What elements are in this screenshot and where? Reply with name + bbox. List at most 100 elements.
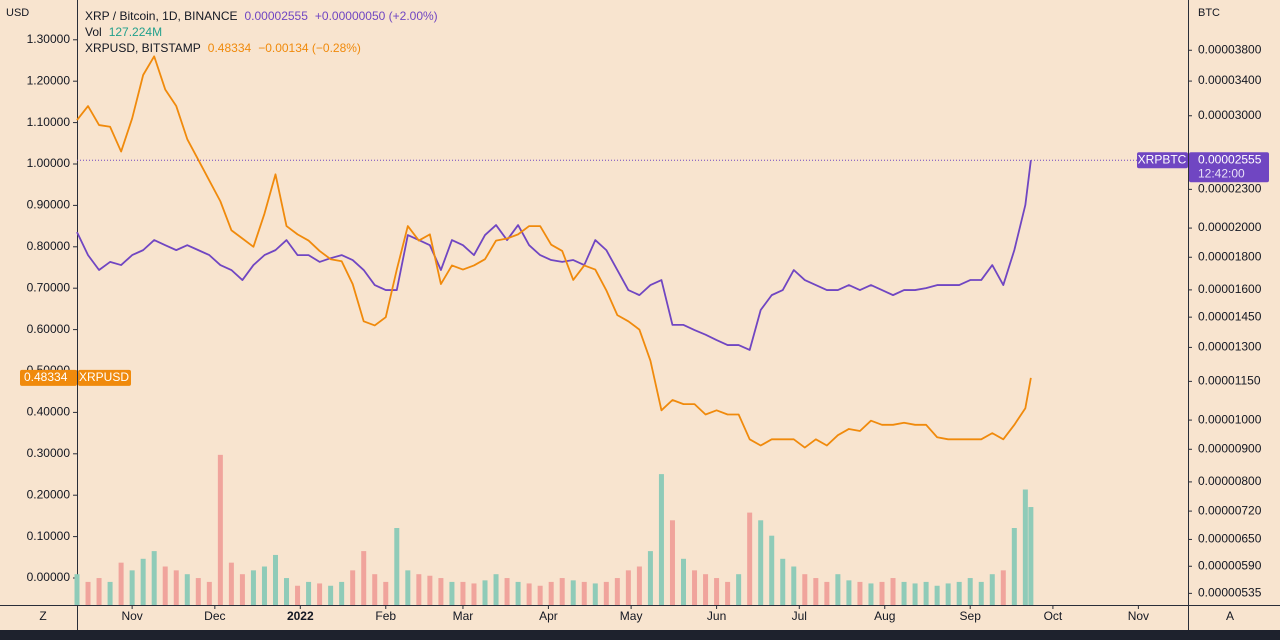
y-tick-label: 1.20000: [27, 73, 71, 87]
volume-bar: [427, 575, 433, 605]
x-tick-label: Jun: [707, 609, 726, 623]
volume-bar: [559, 578, 565, 605]
corner-button[interactable]: A: [1226, 609, 1234, 623]
volume-bar: [570, 580, 576, 605]
volume-bar: [537, 585, 543, 605]
volume-bar: [471, 583, 477, 605]
volume-bar: [945, 583, 951, 605]
volume-bar: [394, 528, 400, 605]
volume-bar: [912, 583, 918, 605]
volume-bar: [681, 558, 687, 605]
series-tag-box: [78, 369, 131, 386]
volume-bar: [295, 585, 301, 605]
corner-button[interactable]: Z: [39, 609, 46, 623]
x-tick-label: Nov: [121, 609, 142, 623]
y-tick-label: 1.00000: [27, 156, 71, 170]
price-label-box: [20, 369, 77, 386]
volume-bar: [736, 574, 742, 605]
y-tick-label: 0.70000: [27, 280, 71, 294]
volume-bar: [74, 574, 80, 605]
y2-tick-label: 0.00001000: [1198, 412, 1262, 426]
volume-bar: [714, 578, 720, 605]
volume-bar: [780, 558, 786, 605]
volume-bar: [405, 570, 411, 605]
volume-bar: [802, 574, 808, 605]
y2-tick-label: 0.00001600: [1198, 282, 1262, 296]
x-tick-label: Mar: [453, 609, 474, 623]
volume-bar: [934, 585, 940, 605]
y2-tick-label: 0.00000535: [1198, 586, 1262, 600]
price-line: [76, 55, 1032, 449]
volume-bar: [901, 581, 907, 605]
y-tick-label: 1.10000: [27, 115, 71, 129]
legend-value: 0.00002555: [245, 9, 309, 23]
volume-bar: [868, 583, 874, 605]
x-tick-label: Jul: [792, 609, 807, 623]
y-tick-label: 0.60000: [27, 322, 71, 336]
volume-bar: [493, 574, 499, 605]
volume-bar: [625, 570, 631, 605]
volume-bar: [890, 578, 896, 605]
y-axis-title: USD: [6, 7, 29, 19]
x-tick-label: Apr: [539, 609, 558, 623]
price-label-box: [1189, 152, 1269, 183]
x-tick-label: Oct: [1044, 609, 1063, 623]
volume-bar: [548, 581, 554, 605]
y2-tick-label: 0.00003400: [1198, 73, 1262, 87]
y2-tick-label: 0.00000650: [1198, 532, 1262, 546]
y2-tick-label: 0.00001150: [1198, 374, 1261, 388]
volume-bar: [206, 581, 212, 605]
volume-bar: [725, 581, 731, 605]
volume-bar: [239, 574, 245, 605]
series-tag-box: [1137, 152, 1188, 169]
volume-bar: [824, 581, 830, 605]
volume-bar: [339, 581, 345, 605]
x-tick-label: Nov: [1128, 609, 1149, 623]
volume-bar: [272, 554, 278, 605]
y-tick-label: 0.80000: [27, 239, 71, 253]
legend-change: +0.00000050 (+2.00%): [315, 9, 438, 23]
y2-tick-label: 0.00000590: [1198, 558, 1262, 572]
series-tag: XRPUSD: [79, 370, 129, 384]
y-tick-label: 1.30000: [27, 32, 71, 46]
volume-bar: [658, 474, 664, 605]
volume-bar: [504, 578, 510, 605]
y-tick-label: 0.10000: [27, 529, 71, 543]
x-tick-label: 2022: [287, 609, 314, 623]
volume-bar: [118, 562, 124, 605]
volume-bar: [526, 583, 532, 605]
y2-tick-label: 0.00001800: [1198, 249, 1262, 263]
x-tick-label: Dec: [204, 609, 225, 623]
y2-tick-label: 0.00000720: [1198, 503, 1262, 517]
volume-bar: [107, 581, 113, 605]
volume-bar: [581, 581, 587, 605]
price-line: [76, 160, 1032, 351]
volume-bar: [989, 574, 995, 605]
volume-bar: [647, 551, 653, 605]
y2-axis-title: BTC: [1198, 7, 1220, 19]
price-label: 0.48334: [24, 370, 68, 384]
volume-bar: [692, 570, 698, 605]
volume-bar: [250, 570, 256, 605]
y-tick-label: 0.00000: [27, 570, 71, 584]
volume-bar: [96, 578, 102, 605]
volume-bar: [669, 520, 675, 605]
volume-bar: [703, 574, 709, 605]
volume-bar: [482, 580, 488, 605]
volume-bar: [438, 578, 444, 605]
volume-bar: [846, 580, 852, 605]
volume-bar: [261, 566, 267, 605]
volume-bar: [317, 583, 323, 605]
volume-bar: [967, 578, 973, 605]
volume-bar: [162, 566, 168, 605]
volume-bar: [328, 585, 334, 605]
x-tick-label: Sep: [960, 609, 982, 623]
bottom-frame: [0, 630, 1280, 640]
y2-tick-label: 0.00002000: [1198, 220, 1262, 234]
y2-tick-label: 0.00002300: [1198, 182, 1262, 196]
y-tick-label: 0.90000: [27, 198, 71, 212]
x-tick-label: Aug: [874, 609, 895, 623]
volume-bar: [306, 581, 312, 605]
volume-bar: [747, 512, 753, 605]
